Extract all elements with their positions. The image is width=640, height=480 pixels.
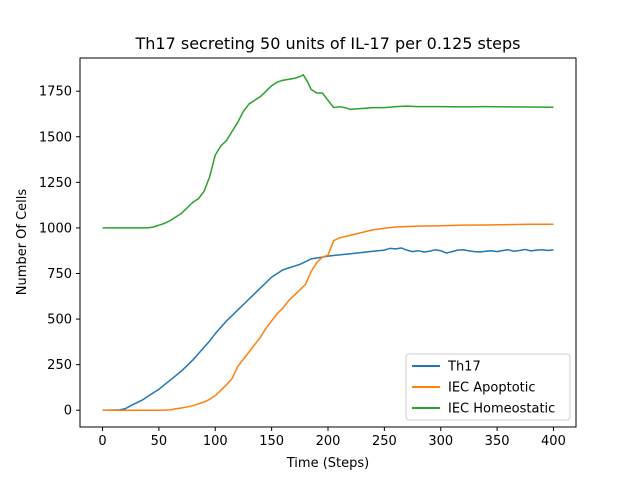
x-tick-label-2: 100 (203, 434, 228, 449)
legend-box (405, 353, 571, 421)
y-tick-label-2: 500 (47, 313, 72, 328)
x-tick-label-3: 150 (259, 434, 284, 449)
x-axis-label: Time (Steps) (286, 456, 369, 471)
x-tick-label-7: 350 (485, 434, 510, 449)
y-tick-label-1: 250 (47, 358, 72, 373)
y-tick-label-4: 1000 (39, 221, 72, 236)
x-axis-ticks: 0 50 100 150 200 250 300 350 400 (98, 427, 566, 449)
legend-label-2: IEC Homeostatic (448, 402, 555, 417)
legend: Th17 IEC Apoptotic IEC Homeostatic (405, 353, 571, 421)
x-tick-label-0: 0 (98, 434, 106, 449)
legend-label-0: Th17 (447, 360, 481, 375)
series-line-1 (102, 223, 554, 411)
series-line-2 (102, 74, 554, 229)
x-tick-label-4: 200 (316, 434, 341, 449)
x-tick-label-6: 300 (428, 434, 453, 449)
y-tick-label-5: 1250 (39, 176, 72, 191)
y-axis-label: Number Of Cells (15, 189, 30, 296)
x-tick-label-8: 400 (541, 434, 566, 449)
series-line-0 (102, 247, 554, 411)
x-tick-label-1: 50 (151, 434, 168, 449)
x-tick-label-5: 250 (372, 434, 397, 449)
plot-series (102, 74, 554, 411)
chart-title: Th17 secreting 50 units of IL-17 per 0.1… (135, 34, 521, 53)
y-tick-label-6: 1500 (39, 130, 72, 145)
y-tick-label-3: 750 (47, 267, 72, 282)
legend-label-1: IEC Apoptotic (448, 381, 536, 396)
y-axis-ticks: 0 250 500 750 1000 1250 1500 1750 (39, 85, 80, 419)
y-tick-label-7: 1750 (39, 85, 72, 100)
y-tick-label-0: 0 (64, 404, 72, 419)
